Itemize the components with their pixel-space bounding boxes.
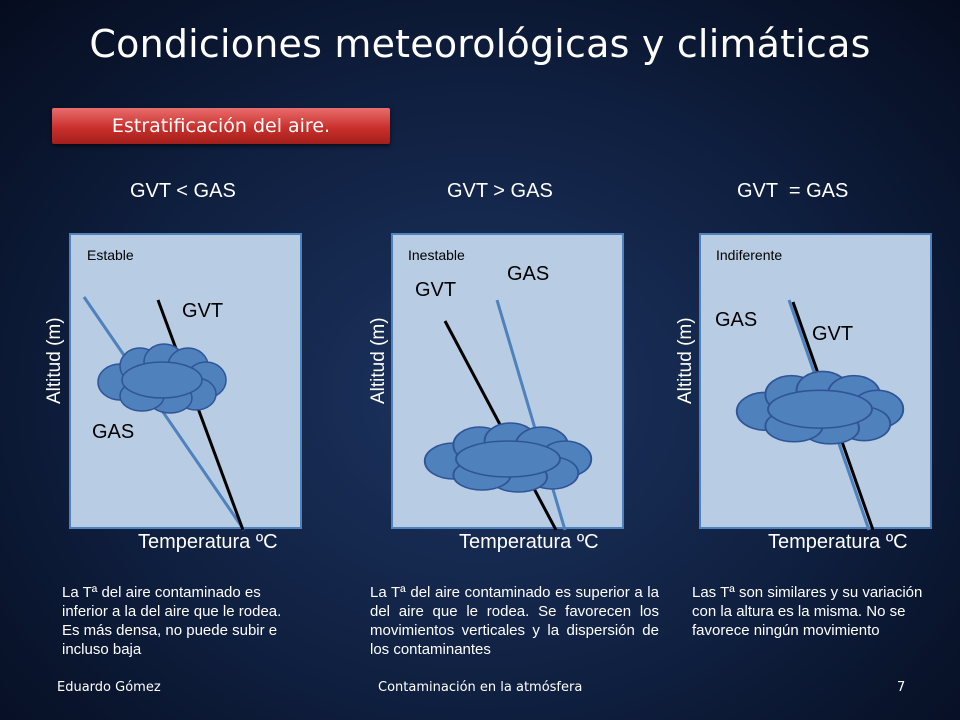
panel-1-description: La Tª del aire contaminado es inferior a… [62,584,282,658]
panel-3-gvt-label: GVT [812,323,854,345]
panel-2-x-axis-label: Temperatura ºC [459,531,599,553]
panel-3-x-axis-label: Temperatura ºC [768,531,908,553]
panel-3-y-axis-label: Altitud (m) [675,317,696,404]
panel-3-heading: GVT = GAS [737,180,849,202]
panel-1-gas-line [82,296,246,531]
panel-2-gas-label: GAS [507,263,550,285]
panel-2-gvt-label: GVT [415,279,457,301]
panel-3-cloud [735,370,905,445]
section-banner: Estratificación del aire. [52,108,390,144]
panel-2-heading: GVT > GAS [447,180,553,202]
panel-1-gas-label: GAS [92,421,135,443]
panel-1-cloud [97,343,227,414]
panel-2-description: La Tª del aire contaminado es superior a… [370,584,659,658]
panel-3-gas-label: GAS [715,309,758,331]
panel-2-state: Inestable [408,247,465,263]
panel-2-gas-line [495,299,567,531]
panel-1-heading: GVT < GAS [130,180,236,202]
slide-title: Condiciones meteorológicas y climáticas [89,22,871,66]
panel-2-cloud [423,422,593,493]
panel-1-gvt-label: GVT [182,300,224,322]
panel-1-gvt-line [156,299,245,531]
panel-2-y-axis-label: Altitud (m) [368,317,389,404]
footer-author: Eduardo Gómez [57,680,161,695]
panel-1-y-axis-label: Altitud (m) [44,317,65,404]
panel-3-state: Indiferente [716,247,783,263]
page-number: 7 [897,680,906,695]
panel-1-state: Estable [87,247,134,263]
footer-topic: Contaminación en la atmósfera [378,680,583,695]
panel-1-x-axis-label: Temperatura ºC [138,531,278,553]
panel-3-description: Las Tª son similares y su variación con … [692,584,923,639]
